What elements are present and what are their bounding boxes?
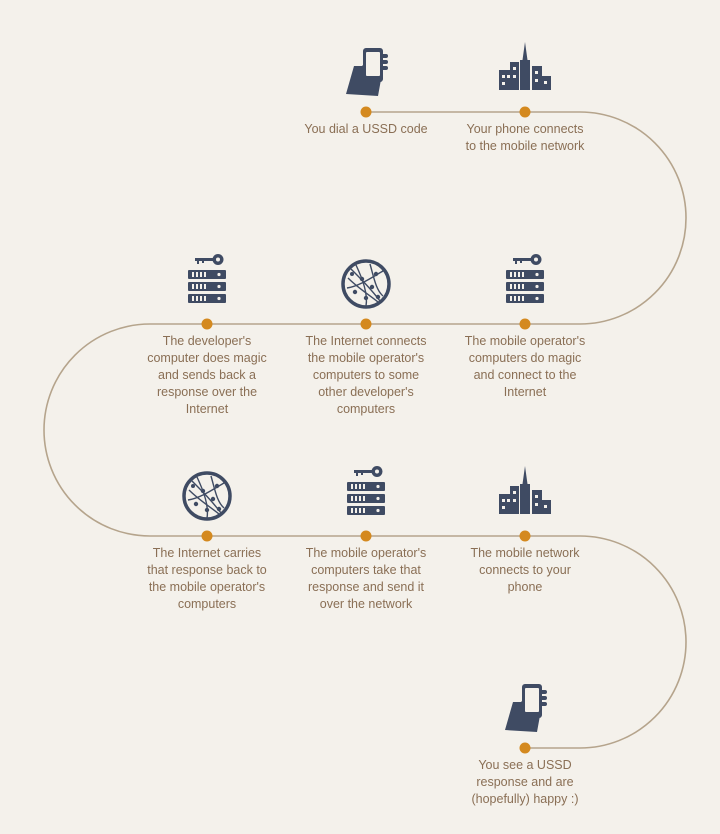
step-label-line: Internet — [504, 385, 547, 399]
step-label-line: to the mobile network — [466, 139, 586, 153]
step-label-line: response over the — [157, 385, 257, 399]
step-label-line: and sends back a — [158, 368, 256, 382]
step-label-line: computers to some — [313, 368, 419, 382]
step-5: The developer's computer does magic and se… — [147, 254, 267, 416]
step-9: You see a USSD response and are (hopefully… — [471, 684, 579, 806]
step-8: The mobile network connects to your phone — [470, 466, 580, 594]
flow-path — [43, 111, 687, 749]
step-label: The mobile operator's computers take that… — [306, 546, 427, 611]
step-label-line: Internet — [186, 402, 229, 416]
step-1: You dial a USSD code — [304, 48, 428, 136]
step-7: The mobile operator's computers take that… — [306, 466, 427, 611]
step-label-line: Your phone connects — [467, 122, 584, 136]
step-label: You see a USSD response and are (hopefully… — [471, 758, 578, 806]
step-label: The Internet connects the mobile operator… — [306, 334, 427, 416]
step-label-line: connects to your — [479, 563, 571, 577]
step-label-line: the mobile operator's — [308, 351, 424, 365]
step-marker — [360, 106, 372, 118]
step-label-line: You see a USSD — [478, 758, 571, 772]
step-marker — [519, 318, 531, 330]
step-label: The mobile operator's computers do magic a… — [465, 334, 586, 399]
globe-network-icon — [182, 471, 232, 521]
step-label-line: other developer's — [318, 385, 414, 399]
server-key-icon — [506, 254, 544, 303]
step-label-line: phone — [508, 580, 543, 594]
step-label-line: The Internet carries — [153, 546, 261, 560]
step-label-line: computers — [337, 402, 395, 416]
step-label: The developer's computer does magic and se… — [147, 334, 267, 416]
step-label: You dial a USSD code — [304, 122, 427, 136]
phone-hand-icon — [505, 684, 547, 732]
step-label: The Internet carries that response back t… — [147, 546, 267, 611]
server-key-icon — [347, 466, 385, 515]
step-label: The mobile network connects to your phone — [470, 546, 580, 594]
server-key-icon — [188, 254, 226, 303]
step-label-line: The mobile network — [470, 546, 580, 560]
steps-layer: You dial a USSD code Your phone connects t… — [147, 42, 585, 806]
step-label-line: response and are — [476, 775, 573, 789]
step-label: Your phone connects to the mobile network — [466, 122, 586, 153]
step-6: The Internet carries that response back t… — [147, 471, 267, 611]
step-marker — [201, 530, 213, 542]
step-label-line: The Internet connects — [306, 334, 427, 348]
step-label-line: You dial a USSD code — [304, 122, 427, 136]
step-label-line: the mobile operator's — [149, 580, 265, 594]
step-marker — [360, 530, 372, 542]
step-marker — [519, 530, 531, 542]
step-label-line: response and send it — [308, 580, 425, 594]
step-label-line: The mobile operator's — [465, 334, 586, 348]
step-2: Your phone connects to the mobile network — [466, 42, 586, 153]
step-label-line: computers — [178, 597, 236, 611]
city-tower-icon — [499, 42, 551, 90]
step-4: The Internet connects the mobile operator… — [306, 259, 427, 416]
phone-hand-icon — [346, 48, 388, 96]
step-label-line: The mobile operator's — [306, 546, 427, 560]
step-label-line: The developer's — [163, 334, 252, 348]
step-3: The mobile operator's computers do magic a… — [465, 254, 586, 399]
step-marker — [519, 742, 531, 754]
step-marker — [519, 106, 531, 118]
step-label-line: computers do magic — [469, 351, 582, 365]
city-tower-icon — [499, 466, 551, 514]
step-label-line: computers take that — [311, 563, 421, 577]
step-marker — [201, 318, 213, 330]
step-label-line: that response back to — [147, 563, 267, 577]
step-label-line: over the network — [320, 597, 413, 611]
step-marker — [360, 318, 372, 330]
step-label-line: and connect to the — [474, 368, 577, 382]
step-label-line: (hopefully) happy :) — [471, 792, 578, 806]
globe-network-icon — [341, 259, 391, 309]
step-label-line: computer does magic — [147, 351, 267, 365]
